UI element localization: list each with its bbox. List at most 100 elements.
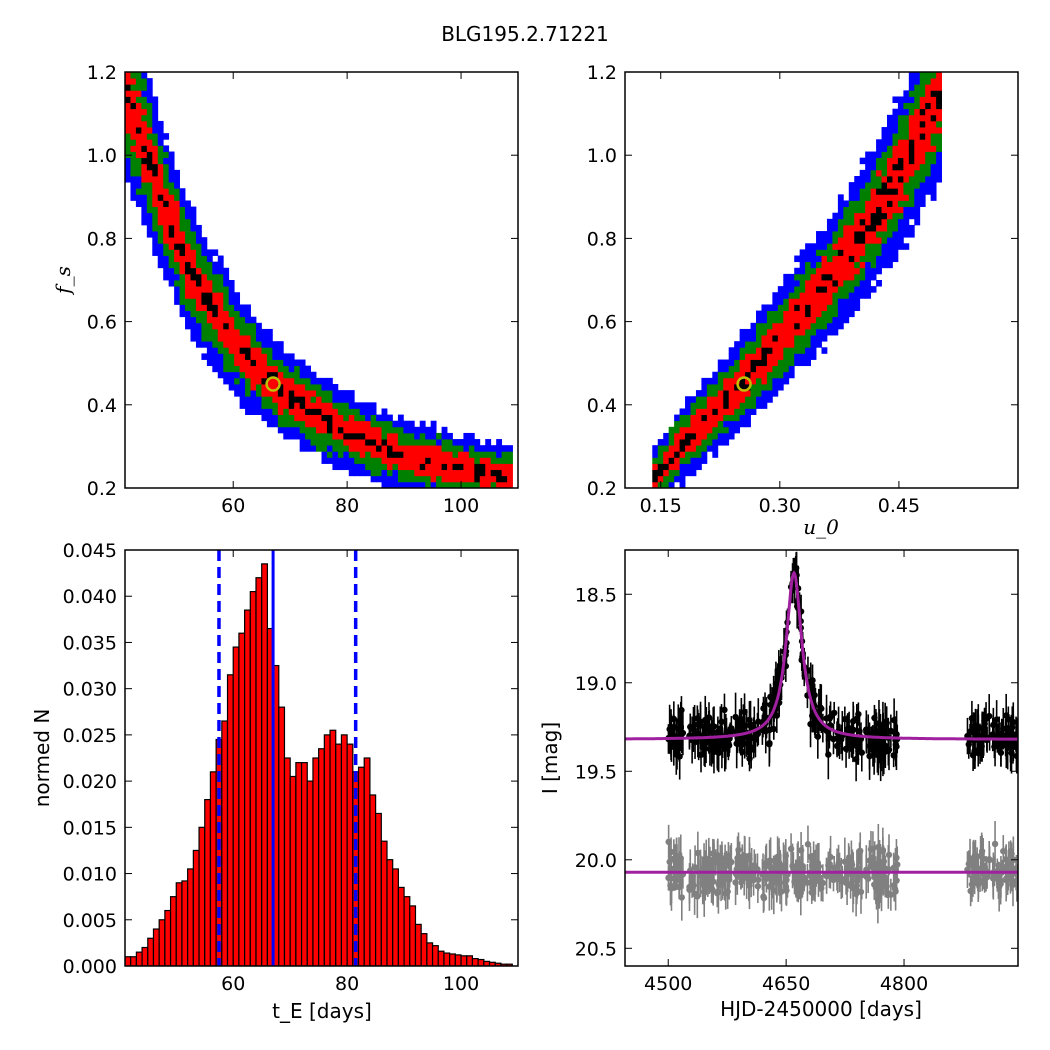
fs-vs-te-cell [239, 384, 246, 391]
fs-vs-te-cell [212, 280, 219, 287]
fs-vs-u0-cell [728, 377, 735, 385]
fs-vs-u0-cell [914, 120, 921, 128]
fs-vs-u0-cell [799, 335, 806, 342]
fs-vs-te-cell [168, 273, 175, 281]
fs-vs-u0-cell [925, 96, 932, 103]
fs-vs-u0-plot-area [652, 72, 942, 488]
fs-vs-u0-cell [734, 353, 741, 360]
fs-vs-u0-cell [826, 328, 833, 336]
fs-vs-te-cell [403, 426, 410, 434]
fs-vs-te-cell [321, 402, 328, 409]
residual-point [838, 875, 845, 882]
fs-vs-te-cell [288, 402, 295, 409]
fs-vs-u0-cell [930, 157, 937, 165]
fs-vs-te-cell [485, 463, 492, 471]
fs-vs-te-cell [190, 218, 197, 226]
fs-vs-te-cell [370, 426, 377, 434]
fs-vs-te-cell [168, 261, 175, 269]
fs-vs-u0-cell [668, 451, 675, 458]
histogram-bar [221, 720, 229, 966]
fs-vs-u0-cell [772, 322, 779, 330]
fs-vs-te-cell [185, 206, 191, 214]
fs-vs-u0-best-fit-marker [736, 376, 752, 392]
fs-vs-te-cell [490, 475, 497, 483]
fs-vs-u0-cell [930, 84, 937, 91]
fs-vs-u0-cell [854, 206, 861, 214]
fs-vs-u0-cell [881, 157, 888, 165]
fs-vs-u0-cell [717, 414, 724, 422]
fs-vs-u0-cell [745, 402, 751, 409]
fs-vs-te-cell [419, 432, 426, 440]
data-point [825, 751, 832, 758]
fs-vs-u0-cell [826, 218, 833, 226]
fs-vs-te-cell [239, 365, 246, 373]
fs-vs-u0-cell [848, 273, 855, 281]
fs-vs-te-cell [125, 157, 131, 165]
light-curve-xlabel: HJD-2450000 [days] [720, 997, 922, 1021]
fs-vs-u0-cell [723, 420, 730, 428]
fs-vs-te-cell [408, 426, 415, 434]
fs-vs-u0-cell [887, 182, 893, 189]
data-point [880, 729, 887, 736]
fs-vs-te-cell [130, 182, 137, 189]
te-histogram-ytick-label: 0.045 [63, 540, 117, 562]
fs-vs-u0-cell [810, 267, 817, 275]
fs-vs-te-cell [239, 347, 246, 354]
fs-vs-te-cell [479, 469, 486, 477]
fs-vs-te-cell [348, 451, 355, 458]
fs-vs-te-cell [223, 353, 230, 360]
fs-vs-te-cell [135, 120, 142, 128]
fs-vs-te-cell [157, 200, 164, 207]
fs-vs-u0-cell [657, 439, 664, 446]
fs-vs-u0-cell [919, 194, 926, 201]
fs-vs-te-cell [337, 402, 344, 409]
fs-vs-u0-cell [843, 310, 850, 318]
fs-vs-te-cell [288, 408, 295, 415]
fs-vs-te-cell [228, 347, 235, 354]
fs-vs-te-cell [130, 169, 137, 177]
fs-vs-te-cell [348, 426, 355, 434]
fs-vs-u0-cell [881, 261, 888, 269]
fs-vs-te-cell [174, 169, 180, 177]
fs-vs-te-cell [228, 310, 235, 318]
fs-vs-u0-cell [936, 78, 942, 85]
fs-vs-u0-cell [908, 200, 915, 207]
fs-vs-te-cell [201, 273, 208, 281]
fs-vs-te-cell [223, 347, 230, 354]
residual-point [830, 876, 837, 884]
fs-vs-u0-cell [679, 481, 686, 488]
histogram-bar [323, 734, 331, 966]
residual-point [811, 879, 818, 886]
fs-vs-te-cell [332, 426, 339, 434]
fs-vs-te-cell [163, 267, 170, 275]
residual-point [890, 864, 897, 872]
fs-vs-u0-cell [783, 310, 790, 318]
fs-vs-te-cell [179, 249, 186, 256]
fs-vs-te-cell [163, 163, 170, 171]
fs-vs-te-cell [266, 359, 273, 367]
histogram-bar [335, 743, 343, 966]
fs-vs-u0-cell [865, 200, 872, 207]
fs-vs-u0-cell [690, 426, 697, 434]
fs-vs-te-cell [146, 151, 153, 159]
fs-vs-u0-cell [723, 384, 730, 391]
fs-vs-te-cell [179, 298, 186, 305]
fs-vs-te-cell [185, 237, 191, 244]
histogram-bar [306, 780, 314, 966]
fs-vs-te-cell [452, 475, 459, 483]
fs-vs-u0-cell [777, 298, 784, 305]
fs-vs-te-cell [370, 475, 377, 483]
fs-vs-u0-cell [887, 218, 893, 226]
residual-point [728, 858, 735, 866]
fs-vs-te-cell [332, 384, 339, 391]
fs-vs-u0-cell [848, 255, 855, 263]
fs-vs-u0-cell [848, 292, 855, 299]
fs-vs-te-cell [392, 426, 399, 434]
fs-vs-u0-cell [870, 286, 877, 293]
te-histogram-xtick-label: 60 [221, 973, 245, 995]
fs-vs-u0-cell [788, 310, 795, 318]
fs-vs-te-cell [174, 200, 180, 207]
fs-vs-u0-cell [826, 243, 833, 250]
fs-vs-u0-cell [788, 273, 795, 281]
